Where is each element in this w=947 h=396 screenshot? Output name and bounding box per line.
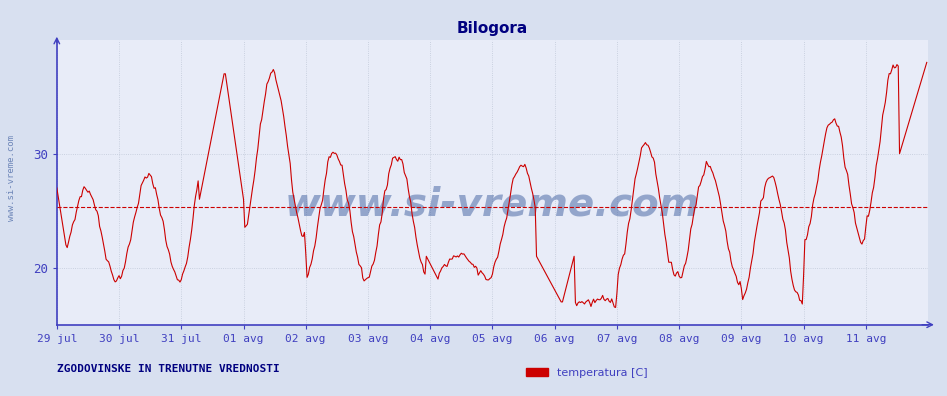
Text: ZGODOVINSKE IN TRENUTNE VREDNOSTI: ZGODOVINSKE IN TRENUTNE VREDNOSTI bbox=[57, 364, 279, 374]
Title: Bilogora: Bilogora bbox=[456, 21, 528, 36]
Text: www.si-vreme.com: www.si-vreme.com bbox=[285, 186, 700, 224]
Text: www.si-vreme.com: www.si-vreme.com bbox=[7, 135, 16, 221]
Legend: temperatura [C]: temperatura [C] bbox=[522, 364, 652, 383]
